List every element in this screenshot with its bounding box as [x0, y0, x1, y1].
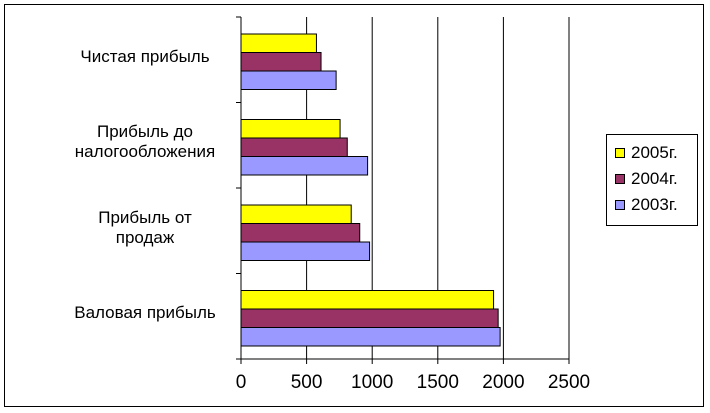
x-tick-label: 500 — [290, 372, 323, 393]
bar — [240, 137, 348, 157]
legend-label: 2004г. — [631, 169, 678, 188]
bar — [240, 156, 369, 176]
category-label: Чистая прибыль — [50, 47, 240, 67]
bar — [240, 52, 322, 72]
x-tick-label: 1000 — [351, 372, 394, 393]
category-label-line: Валовая прибыль — [74, 303, 216, 323]
legend-item: 2004г. — [615, 169, 699, 189]
bar — [240, 308, 499, 328]
legend-swatch — [615, 148, 625, 158]
legend-swatch — [615, 200, 625, 210]
x-tick-label: 1500 — [416, 372, 459, 393]
legend-label: 2005г. — [631, 143, 678, 162]
bar — [240, 119, 341, 139]
x-tick-label: 2500 — [547, 372, 591, 393]
legend-label: 2003г. — [631, 195, 678, 214]
category-label-line: налогообложения — [74, 142, 216, 162]
legend-item: 2005г. — [615, 143, 699, 163]
category-label-line: Прибыль от — [98, 207, 192, 227]
bar — [240, 241, 371, 261]
category-label: Валовая прибыль — [50, 303, 240, 323]
bar — [240, 223, 361, 243]
bar — [240, 290, 495, 310]
legend: 2005г. 2004г. 2003г. — [606, 134, 698, 226]
category-label: Прибыль до налогообложения — [50, 122, 240, 162]
x-tick-label: 2000 — [482, 372, 525, 393]
bar — [240, 204, 352, 224]
bar — [240, 70, 337, 90]
category-label-line: Прибыль до — [97, 122, 193, 142]
legend-item: 2003г. — [615, 195, 699, 215]
category-label: Прибыль от продаж — [50, 208, 240, 248]
category-label-line: Чистая прибыль — [80, 46, 210, 66]
category-label-line: продаж — [115, 227, 175, 247]
legend-swatch — [615, 174, 625, 184]
bar — [240, 327, 501, 347]
bar — [240, 33, 317, 53]
x-tick-label: 0 — [235, 372, 247, 393]
